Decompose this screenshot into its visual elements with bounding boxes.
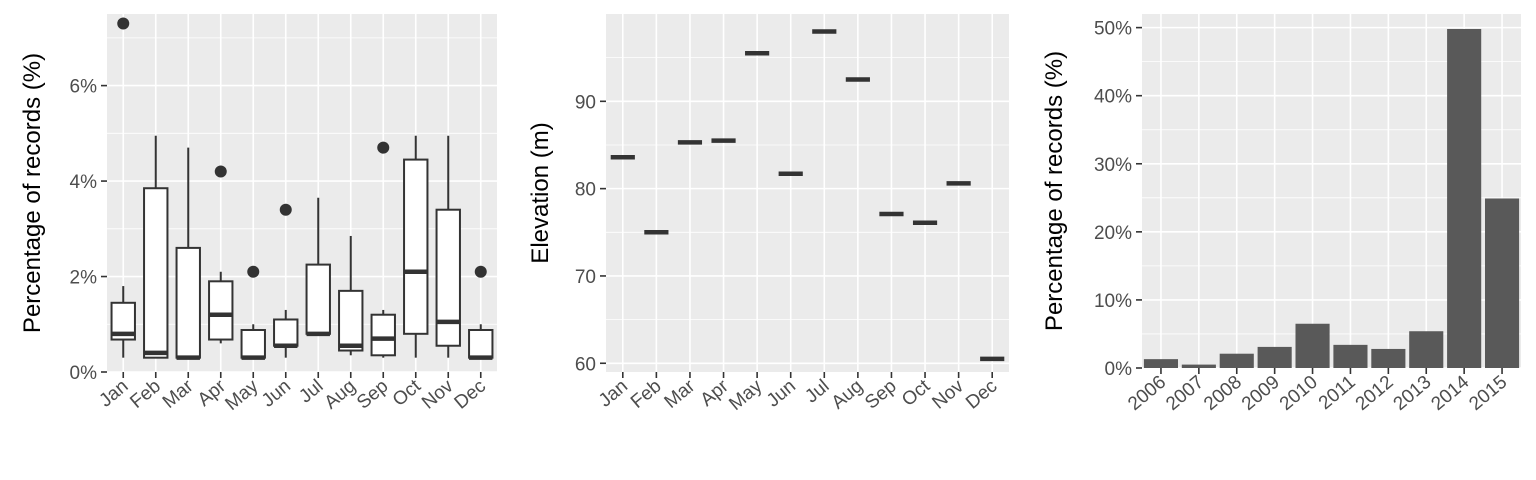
x-tick-label: Mar [159,375,198,413]
bar [1333,344,1368,368]
box-iqr [143,187,169,359]
x-tick-label: 2007 [1162,372,1208,415]
x-tick-label: Nov [928,375,968,413]
x-tick-label: 2013 [1390,372,1436,415]
box-iqr [110,301,136,341]
x-tick-label: Sep [861,376,900,414]
x-tick-label: Feb [126,376,165,413]
x-tick-label: 2009 [1238,372,1284,415]
x-tick-label: Feb [627,376,666,413]
x-tick-label: 2008 [1200,372,1246,415]
outlier-point [377,141,390,154]
outlier-point [117,17,130,30]
x-tick-label: 2010 [1276,372,1322,415]
box-iqr [208,280,234,341]
box-iqr [273,318,299,347]
x-tick-label: 2015 [1465,372,1511,415]
x-tick-label: May [725,375,766,414]
x-tick-label: Dec [962,376,1001,414]
bar [1371,348,1406,368]
x-tick-label: Mar [661,375,700,413]
bar [1219,353,1254,368]
x-tick-label: Jun [763,376,800,412]
box-iqr [305,263,331,335]
x-tick-label: 2012 [1352,372,1398,415]
y-tick-label: 30% [1094,155,1132,176]
box-iqr [240,328,266,359]
y-axis-title: Elevation (m) [527,122,554,263]
y-tick-label: 0% [70,363,98,384]
x-tick-label: Jan [95,376,132,412]
box-iqr [175,246,201,359]
y-tick-label: 60 [575,354,596,375]
bar [1447,28,1482,368]
x-tick-label: Jun [258,376,295,412]
y-tick-label: 0% [1105,359,1133,380]
y-tick-label: 2% [70,268,98,289]
bar [1484,198,1520,368]
outlier-point [247,265,260,278]
x-tick-label: May [221,375,262,414]
x-tick-label: Apr [697,375,734,411]
y-tick-label: 40% [1094,87,1132,108]
x-tick-label: Oct [898,375,935,411]
bar [1409,331,1444,368]
y-axis-title: Percentage of records (%) [19,53,46,333]
x-tick-label: Aug [828,376,867,414]
x-tick-label: Nov [418,375,458,413]
outlier-point [279,203,292,216]
y-tick-label: 80 [575,180,596,201]
x-tick-label: 2014 [1427,371,1473,415]
y-tick-label: 10% [1094,291,1132,312]
x-tick-label: Apr [194,375,231,411]
y-tick-label: 50% [1094,19,1132,40]
y-tick-label: 4% [70,172,98,193]
y-tick-label: 70 [575,267,596,288]
y-axis-title: Percentage of records (%) [1041,51,1068,331]
outlier-point [474,265,487,278]
panel-background [107,14,497,372]
box-iqr [468,328,494,359]
y-tick-label: 90 [575,92,596,113]
panel-background [606,14,1009,372]
box-iqr [370,313,396,357]
x-tick-label: Jul [801,376,833,408]
bar [1257,346,1292,368]
outlier-point [214,165,227,178]
bar [1295,323,1330,368]
y-tick-label: 6% [70,77,98,98]
x-tick-label: Sep [353,376,392,414]
x-tick-label: Dec [451,376,490,414]
y-tick-label: 20% [1094,223,1132,244]
x-tick-label: Jul [295,376,327,408]
box-iqr [338,289,364,352]
box-iqr [403,158,429,335]
box-iqr [435,208,461,347]
x-tick-label: Oct [389,375,426,411]
bar [1143,359,1179,368]
yearly-percentage-barchart: 0%10%20%30%40%50%20062007200820092010201… [1041,14,1521,415]
x-tick-label: Aug [321,376,360,414]
bar [1181,364,1216,368]
x-tick-label: Jan [595,376,632,412]
x-tick-label: 2011 [1315,372,1360,414]
